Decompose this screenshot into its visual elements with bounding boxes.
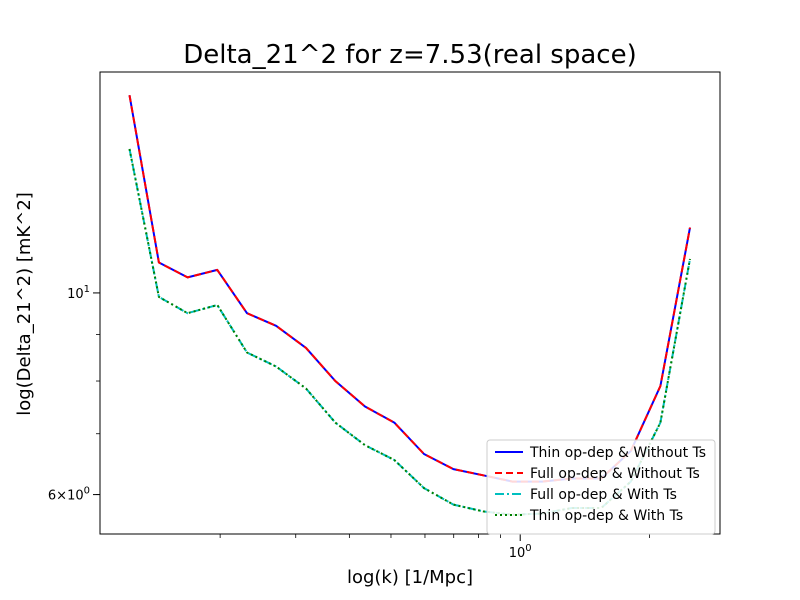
series-line-2 [128,95,691,483]
legend-label: Thin op-dep & Without Ts [529,445,706,461]
legend-label: Full op-dep & With Ts [530,487,677,503]
chart-title: Delta_21^2 for z=7.53(real space) [183,40,636,70]
legend-label: Full op-dep & Without Ts [530,466,700,482]
series-line-4 [128,148,691,516]
series-line-3 [128,148,691,516]
x-tick-label: 100 [509,543,532,561]
legend-box [486,439,716,535]
series-line-1 [128,95,691,483]
legend: Thin op-dep & Without Ts Full op-dep & Wi… [486,439,716,535]
y-tick-label: 101 [67,284,90,302]
plot-frame [99,71,721,535]
y-tick-label: 6×100 [48,486,90,504]
x-axis-label: log(k) [1/Mpc] [347,567,473,588]
legend-label: Thin op-dep & With Ts [529,508,683,524]
y-axis-label: log(Delta_21^2) [mK^2] [14,192,35,416]
